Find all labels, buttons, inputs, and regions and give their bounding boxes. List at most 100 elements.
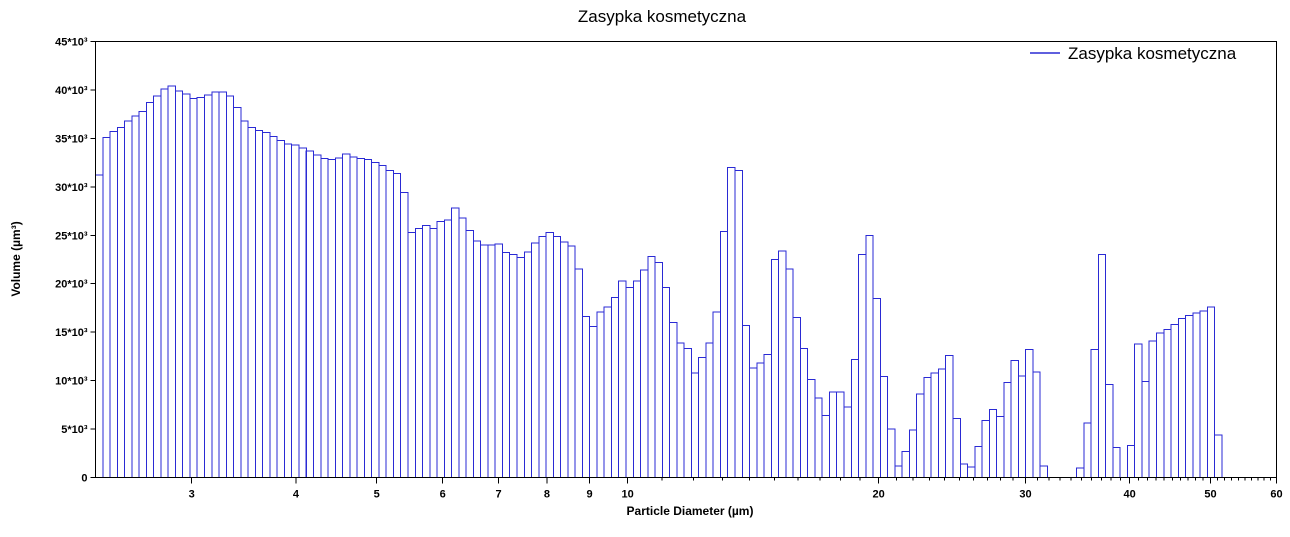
legend-entry-label: Zasypka kosmetyczna <box>1068 44 1237 63</box>
histogram-bar <box>458 217 467 478</box>
y-tick-label: 0 <box>81 473 87 485</box>
histogram-bar <box>661 287 671 478</box>
histogram-bar <box>792 317 801 478</box>
histogram-bar <box>196 97 206 478</box>
histogram-bar <box>952 417 961 478</box>
x-axis-label: Particle Diameter (µm) <box>627 504 754 518</box>
histogram-bar <box>937 368 947 479</box>
histogram-bar <box>1017 375 1027 478</box>
histogram-bar <box>1185 315 1194 479</box>
y-tick-label: 40*10³ <box>55 85 88 97</box>
histogram-bar <box>298 147 307 479</box>
histogram-bar <box>385 169 394 479</box>
histogram-bar <box>305 150 315 478</box>
x-tick-label: 3 <box>189 489 195 501</box>
histogram-bar <box>959 463 969 479</box>
histogram-bar <box>1155 332 1165 479</box>
x-tick-label: 50 <box>1204 489 1216 501</box>
histogram-bar <box>828 391 838 478</box>
x-tick-label: 4 <box>293 489 300 501</box>
histogram-bar <box>1105 383 1114 478</box>
histogram-bar <box>603 306 612 479</box>
histogram-bar <box>363 159 373 478</box>
histogram-bar <box>654 261 663 478</box>
histogram-bar <box>640 269 649 478</box>
histogram-bar <box>574 268 583 478</box>
histogram-bar <box>247 127 256 478</box>
histogram-bar <box>182 93 191 478</box>
histogram-bar <box>807 379 816 479</box>
histogram-bar <box>843 406 852 478</box>
histogram-bar <box>1163 328 1172 479</box>
histogram-bar <box>429 228 438 478</box>
histogram-bars <box>95 85 1223 479</box>
histogram-bar <box>552 235 562 478</box>
histogram-bar <box>378 165 387 479</box>
x-tick-label: 8 <box>544 489 550 501</box>
histogram-bar <box>414 228 424 478</box>
histogram-bar <box>821 414 830 478</box>
y-tick-label: 45*10³ <box>55 37 88 49</box>
histogram-bar <box>1199 310 1208 478</box>
x-tick-label: 9 <box>586 489 592 501</box>
histogram-bar <box>211 91 220 478</box>
histogram-bar <box>254 130 264 478</box>
histogram-bar <box>443 219 453 478</box>
histogram-bar <box>313 154 322 479</box>
histogram-bar <box>625 287 634 478</box>
histogram-bar <box>589 325 598 478</box>
histogram-bar <box>974 446 983 478</box>
histogram-bar <box>160 88 169 478</box>
histogram-bar <box>509 254 518 478</box>
histogram-bar <box>734 169 743 479</box>
chart-title: Zasypka kosmetyczna <box>578 7 747 26</box>
histogram-bar <box>560 241 569 478</box>
histogram-bar <box>1090 349 1099 478</box>
histogram-bar <box>334 157 344 479</box>
histogram-bar <box>865 234 874 478</box>
histogram-bar <box>109 131 118 479</box>
y-tick-label: 25*10³ <box>55 230 88 242</box>
histogram-bar <box>749 367 758 478</box>
y-tick-label: 35*10³ <box>55 133 88 145</box>
histogram-bar <box>930 372 939 478</box>
histogram-bar <box>465 229 474 478</box>
histogram-bar <box>814 397 823 478</box>
histogram-bar <box>676 342 685 478</box>
histogram-bar <box>472 240 482 478</box>
histogram-bar <box>436 221 445 478</box>
x-tick-label: 20 <box>873 489 885 501</box>
histogram-bar <box>916 393 925 478</box>
histogram-bar <box>218 91 227 478</box>
histogram-bar <box>1141 381 1150 478</box>
y-tick-label: 20*10³ <box>55 279 88 291</box>
histogram-bar <box>799 348 809 479</box>
histogram-bar <box>1192 312 1201 479</box>
histogram-bar <box>545 231 554 478</box>
histogram-bar <box>712 311 721 478</box>
histogram-bar <box>778 250 787 478</box>
histogram-bar <box>690 372 700 478</box>
histogram-bar <box>719 230 729 478</box>
histogram-bar <box>1083 422 1092 478</box>
y-tick-label: 15*10³ <box>55 327 88 339</box>
histogram-bar <box>879 376 889 478</box>
histogram-bar <box>1076 467 1085 478</box>
histogram-bar <box>894 465 903 478</box>
histogram-bar <box>581 316 591 478</box>
histogram-bar <box>596 311 605 478</box>
histogram-bar <box>283 143 293 478</box>
histogram-bar <box>967 466 976 478</box>
histogram-bar <box>131 115 140 478</box>
histogram-bar <box>705 342 714 478</box>
histogram-bar <box>1148 340 1157 479</box>
histogram-bar <box>523 251 533 478</box>
histogram-bar <box>501 252 511 478</box>
histogram-bar <box>850 358 860 478</box>
histogram-bar <box>1032 371 1041 479</box>
histogram-bar <box>567 245 576 478</box>
y-axis-label: Volume (µm³) <box>9 221 23 296</box>
histogram-bar <box>1003 382 1012 478</box>
histogram-bar <box>116 127 126 478</box>
